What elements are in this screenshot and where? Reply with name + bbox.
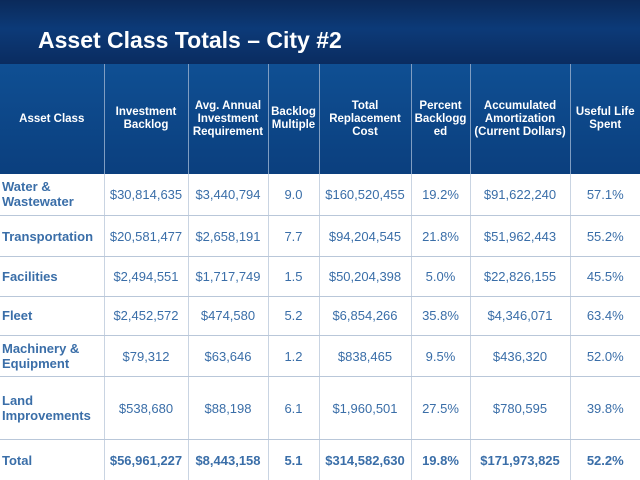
table-cell: $94,204,545 (319, 215, 412, 258)
total-row: Total $56,961,227 $8,443,158 5.1 $314,58… (0, 439, 640, 480)
table-cell: 1.2 (268, 335, 320, 378)
table-cell: $56,961,227 (104, 439, 189, 480)
table-cell: 6.1 (268, 376, 320, 441)
asset-class-cell: Fleet (0, 296, 105, 337)
table-cell: $160,520,455 (319, 174, 412, 216)
table-cell: 27.5% (411, 376, 471, 441)
header-cell: Accumulated Amortization (Current Dollar… (470, 64, 571, 174)
table-cell: 9.0 (268, 174, 320, 216)
header-cell: Useful Life Spent (570, 64, 640, 174)
table-cell: 55.2% (570, 215, 640, 258)
table-cell: 45.5% (570, 256, 640, 297)
table-cell: 52.2% (586, 452, 624, 468)
table-cell: $8,443,158 (188, 439, 269, 480)
asset-class-cell: Land Improvements (0, 376, 105, 441)
asset-class-cell: Transportation (0, 215, 105, 258)
table-cell: $51,962,443 (470, 215, 571, 258)
table-cell: 39.8% (570, 376, 640, 441)
table-cell: 5.2 (268, 296, 320, 337)
table-cell: $79,312 (104, 335, 189, 378)
table-cell: 5.0% (411, 256, 471, 297)
table-cell: $538,680 (104, 376, 189, 441)
slide-title: Asset Class Totals – City #2 (38, 27, 342, 53)
table-cell: $2,494,551 (104, 256, 189, 297)
table-row: Transportation $20,581,477 $2,658,191 7.… (0, 215, 640, 258)
table-cell: $50,204,398 (319, 256, 412, 297)
table-row: Machinery & Equipment $79,312 $63,646 1.… (0, 335, 640, 378)
table-cell: $1,717,749 (188, 256, 269, 297)
table-cell: $780,595 (470, 376, 571, 441)
table-cell: 1.5 (268, 256, 320, 297)
table-cell: $474,580 (188, 296, 269, 337)
table-cell: $2,452,572 (104, 296, 189, 337)
table-cell: $3,440,794 (188, 174, 269, 216)
table-row: Facilities $2,494,551 $1,717,749 1.5 $50… (0, 256, 640, 297)
header-cell: Asset Class (0, 64, 105, 174)
table-cell: $838,465 (319, 335, 412, 378)
header-row: Asset Class Investment Backlog Avg. Annu… (0, 64, 640, 174)
table-cell: $1,960,501 (319, 376, 412, 441)
table-cell: $314,582,630 (319, 439, 412, 480)
table-cell: $91,622,240 (470, 174, 571, 216)
header-cell: Backlog Multiple (268, 64, 320, 174)
asset-class-table: Asset Class Investment Backlog Avg. Annu… (0, 64, 640, 480)
table-cell: $171,973,825 (470, 439, 571, 480)
header-cell: Percent Backlogg ed (411, 64, 471, 174)
table-cell: 52.0% (570, 335, 640, 378)
table-cell: $88,198 (188, 376, 269, 441)
table-cell: 19.8% (411, 439, 471, 480)
asset-class-cell: Water & Wastewater (0, 174, 105, 216)
table-cell: $4,346,071 (470, 296, 571, 337)
asset-class-cell: Total (0, 439, 105, 480)
asset-class-cell: Facilities (0, 256, 105, 297)
table-row: Fleet $2,452,572 $474,580 5.2 $6,854,266… (0, 296, 640, 337)
table-cell: $436,320 (470, 335, 571, 378)
table-cell: 21.8% (411, 215, 471, 258)
asset-class-cell: Machinery & Equipment (0, 335, 105, 378)
table-cell: 9.5% (411, 335, 471, 378)
table-cell: $22,826,155 (470, 256, 571, 297)
table-cell: 63.4% (570, 296, 640, 337)
table-row: Land Improvements $538,680 $88,198 6.1 $… (0, 376, 640, 441)
header-cell: Avg. Annual Investment Requirement (188, 64, 269, 174)
table-row: Water & Wastewater $30,814,635 $3,440,79… (0, 174, 640, 216)
table-cell: $20,581,477 (104, 215, 189, 258)
table-cell: $63,646 (188, 335, 269, 378)
table-cell: 19.2% (411, 174, 471, 216)
table-cell: 35.8% (411, 296, 471, 337)
table-cell: 7.7 (268, 215, 320, 258)
table-cell: $30,814,635 (104, 174, 189, 216)
table-cell: 5.1 (268, 439, 320, 480)
table-cell: $6,854,266 (319, 296, 412, 337)
header-cell: Total Replacement Cost (319, 64, 412, 174)
title-bar: Asset Class Totals – City #2 (0, 0, 640, 64)
table-cell: $2,658,191 (188, 215, 269, 258)
table-cell: 57.1% (570, 174, 640, 216)
header-cell: Investment Backlog (104, 64, 189, 174)
